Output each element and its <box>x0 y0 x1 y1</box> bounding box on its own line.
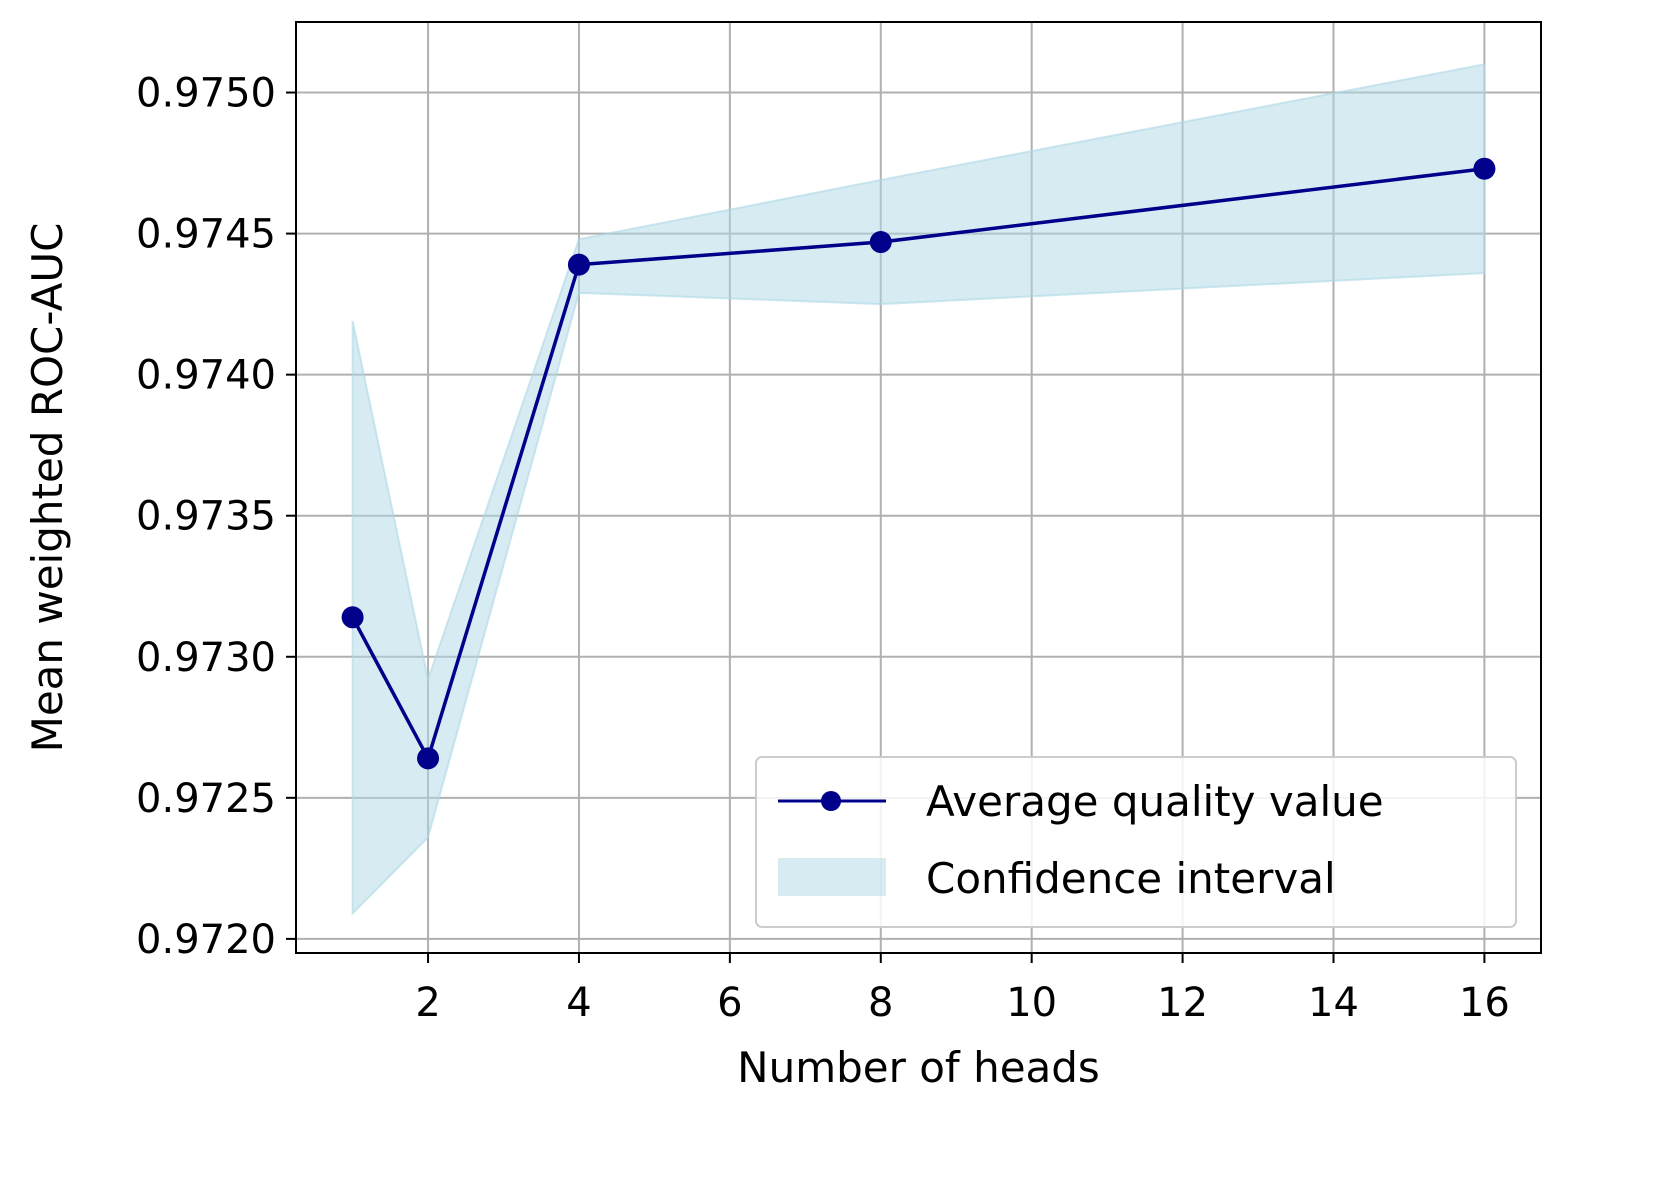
x-tick-label: 2 <box>415 980 440 1026</box>
data-point <box>869 231 892 254</box>
series-points-layer <box>341 157 1496 770</box>
y-tick-label: 0.9740 <box>136 353 276 399</box>
data-point <box>1473 157 1496 180</box>
plot-frame <box>295 21 1542 954</box>
x-tick-label: 14 <box>1308 980 1359 1026</box>
data-point <box>417 747 440 770</box>
legend: Average quality value Confidence interva… <box>755 756 1517 928</box>
x-tick-label: 10 <box>1006 980 1057 1026</box>
y-axis-ticks: 0.9720 0.9725 0.9730 0.9735 0.9740 0.9745 0.97… <box>136 71 296 963</box>
legend-marker-swatch <box>821 791 841 811</box>
y-tick-label: 0.9720 <box>136 917 276 963</box>
legend-band-swatch <box>778 858 886 896</box>
confidence-band-layer <box>351 63 1486 916</box>
x-axis-ticks: 2 4 6 8 10 12 14 16 <box>415 953 1510 1026</box>
y-tick-label: 0.9745 <box>136 212 276 258</box>
x-tick-label: 6 <box>717 980 742 1026</box>
x-tick-label: 16 <box>1459 980 1510 1026</box>
y-axis-label: Mean weighted ROC-AUC <box>23 223 72 753</box>
data-point <box>567 253 590 276</box>
y-tick-label: 0.9750 <box>136 71 276 117</box>
confidence-band <box>351 63 1486 916</box>
legend-box <box>755 756 1517 928</box>
x-tick-label: 12 <box>1157 980 1208 1026</box>
x-tick-label: 8 <box>868 980 893 1026</box>
y-tick-label: 0.9735 <box>136 494 276 540</box>
legend-label-average: Average quality value <box>926 777 1384 826</box>
legend-label-confidence: Confidence interval <box>926 854 1336 903</box>
data-point <box>341 606 364 629</box>
x-axis-label: Number of heads <box>737 1043 1100 1092</box>
y-tick-label: 0.9725 <box>136 776 276 822</box>
y-tick-label: 0.9730 <box>136 635 276 681</box>
x-tick-label: 4 <box>566 980 591 1026</box>
